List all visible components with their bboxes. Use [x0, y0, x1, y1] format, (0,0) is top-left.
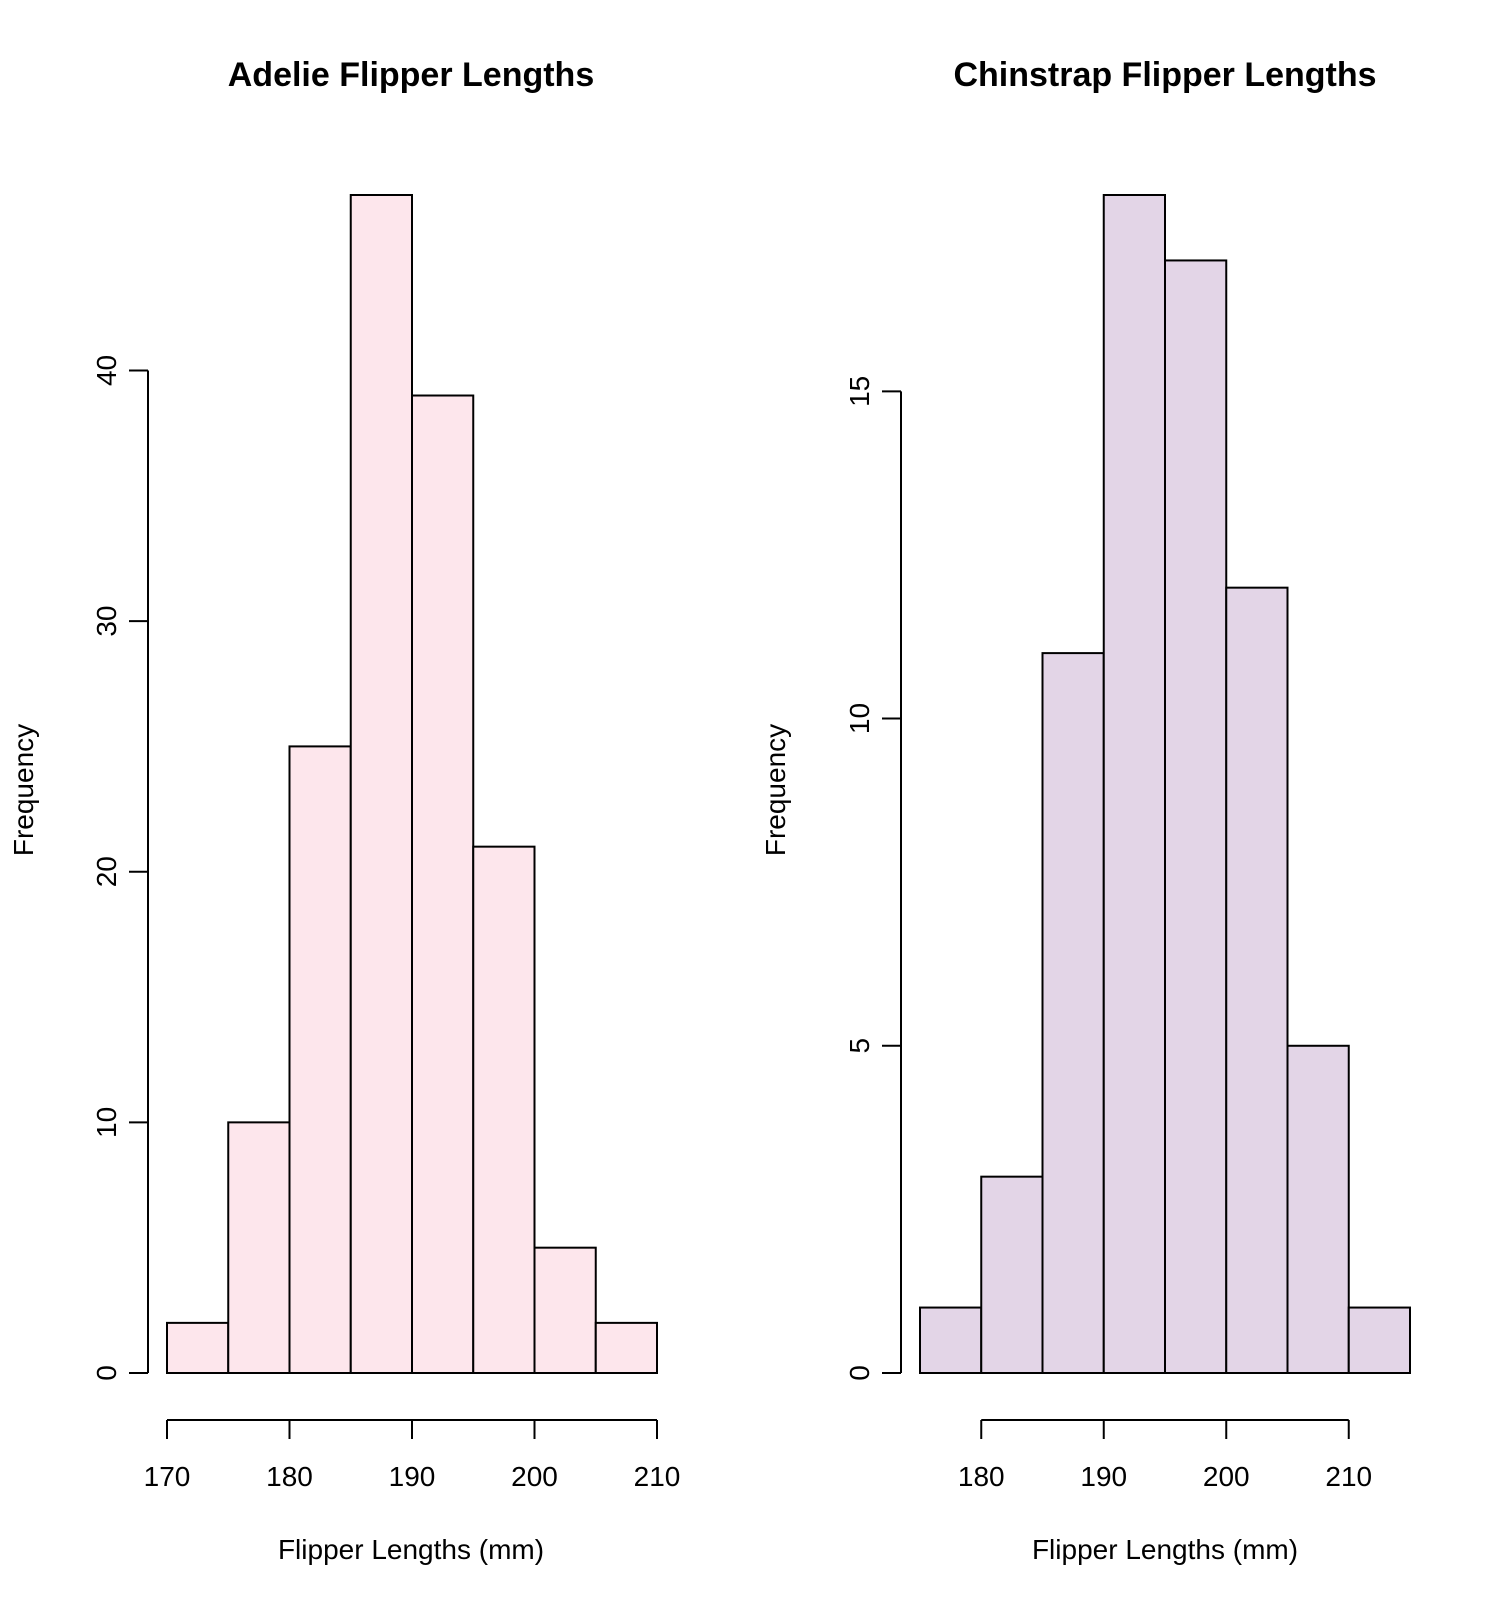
- y-tick-label: 10: [844, 703, 875, 734]
- x-tick-label: 190: [1080, 1461, 1127, 1492]
- histogram-bar: [411, 394, 475, 1375]
- adelie-histogram-panel: Adelie Flipper Lengths Frequency Flipper…: [8, 56, 680, 1565]
- histogram-bar: [1041, 652, 1105, 1374]
- x-axis-label: Flipper Lengths (mm): [278, 1534, 544, 1565]
- y-tick-label: 0: [91, 1365, 122, 1381]
- y-tick-label: 40: [91, 355, 122, 386]
- histogram-bar: [980, 1175, 1044, 1374]
- histogram-bar: [349, 194, 413, 1374]
- chinstrap-histogram-panel: Chinstrap Flipper Lengths Frequency Flip…: [760, 56, 1411, 1565]
- x-tick-label: 180: [266, 1461, 313, 1492]
- x-tick-label: 210: [1325, 1461, 1372, 1492]
- histogram-bar: [1225, 586, 1289, 1374]
- x-tick-label: 180: [958, 1461, 1005, 1492]
- histogram-bar: [1347, 1306, 1411, 1374]
- x-tick-label: 210: [634, 1461, 681, 1492]
- histogram-bar: [288, 745, 352, 1374]
- histogram-bar: [227, 1121, 291, 1374]
- y-axis-label: Frequency: [8, 724, 39, 856]
- x-tick-label: 170: [144, 1461, 191, 1492]
- chart-title: Adelie Flipper Lengths: [228, 56, 594, 94]
- y-axis-label: Frequency: [760, 724, 791, 856]
- histogram-bar: [594, 1321, 658, 1374]
- y-tick-label: 5: [844, 1038, 875, 1054]
- x-axis-label: Flipper Lengths (mm): [1032, 1534, 1298, 1565]
- histogram-bar: [166, 1321, 230, 1374]
- x-tick-label: 200: [1203, 1461, 1250, 1492]
- histogram-bar: [472, 845, 536, 1374]
- histogram-bar: [533, 1246, 597, 1375]
- y-tick-label: 15: [844, 376, 875, 407]
- y-tick-label: 30: [91, 606, 122, 637]
- x-tick-label: 200: [511, 1461, 558, 1492]
- chart-title: Chinstrap Flipper Lengths: [953, 56, 1376, 94]
- y-tick-label: 20: [91, 856, 122, 887]
- histogram-bar: [1286, 1044, 1350, 1375]
- histogram-bar: [1102, 194, 1166, 1374]
- histogram-bar: [1164, 259, 1228, 1374]
- y-tick-label: 0: [844, 1365, 875, 1381]
- histogram-bar: [919, 1306, 983, 1374]
- x-tick-label: 190: [389, 1461, 436, 1492]
- y-tick-label: 10: [91, 1107, 122, 1138]
